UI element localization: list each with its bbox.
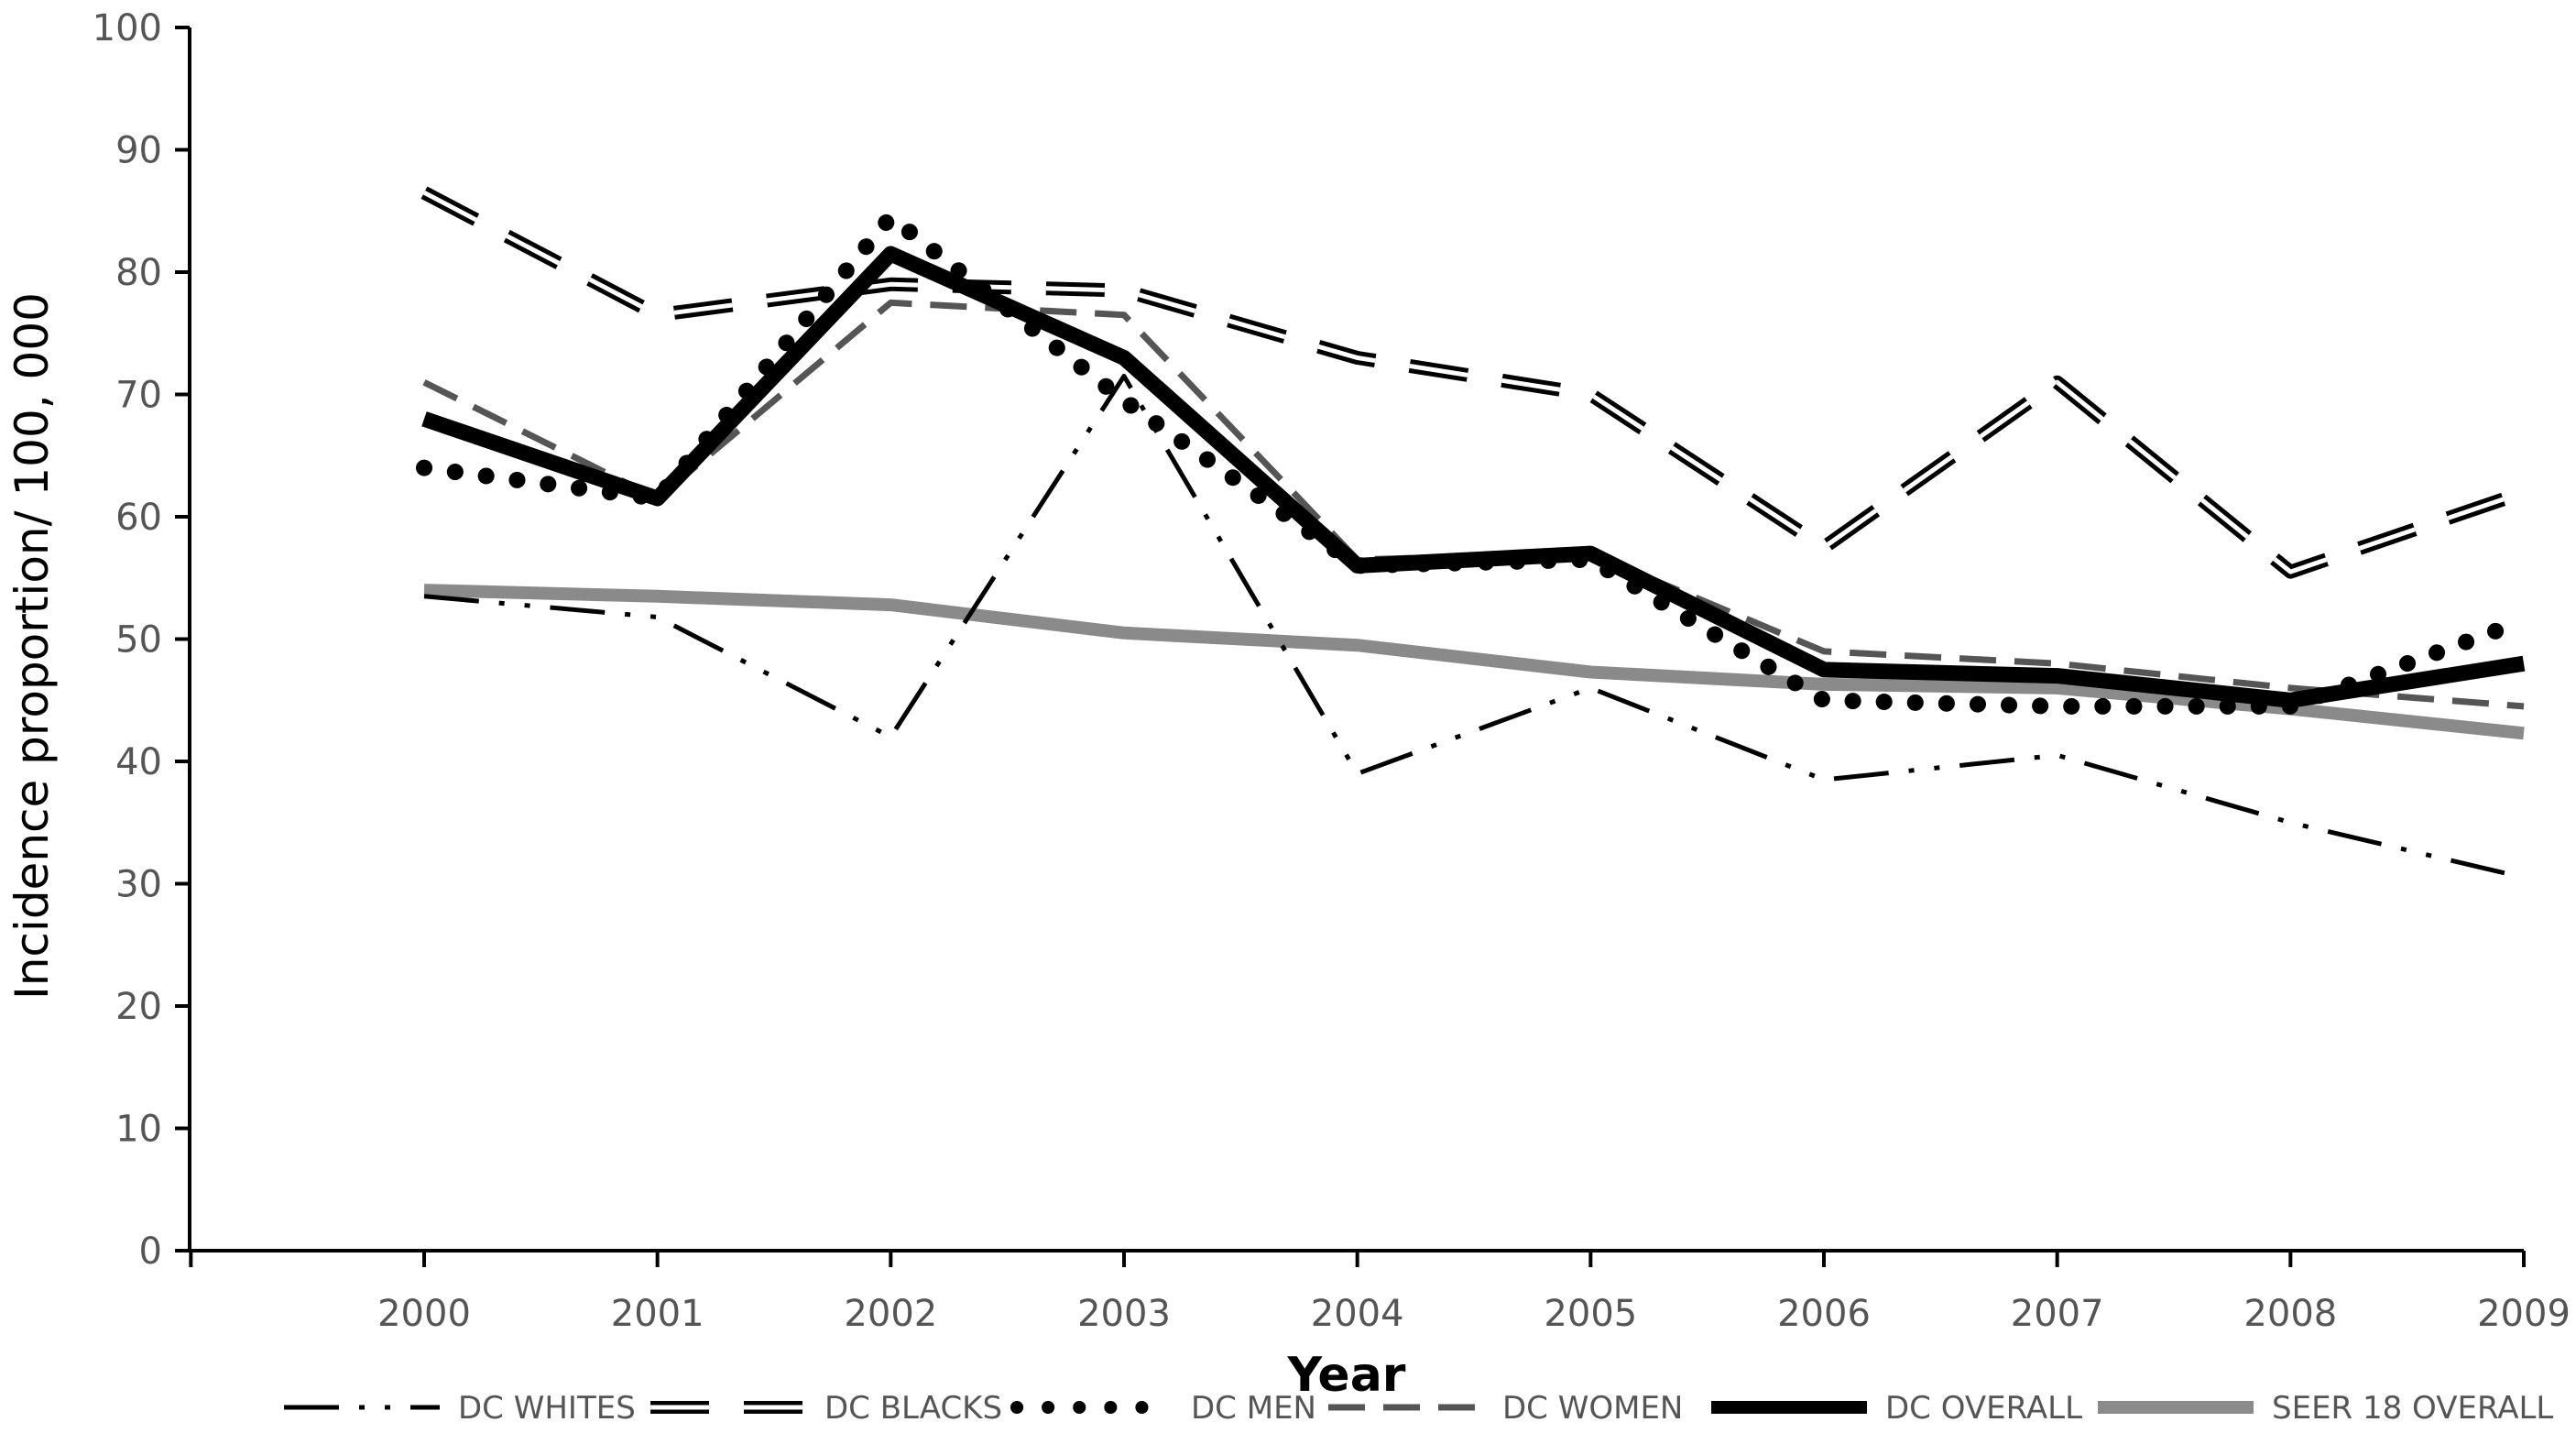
series-line-inner bbox=[422, 190, 2525, 574]
y-tick-label: 50 bbox=[115, 619, 162, 662]
x-tick-label: 2005 bbox=[1544, 1293, 1637, 1335]
plot-area bbox=[416, 186, 2532, 881]
data-point bbox=[2522, 618, 2526, 622]
series-seer-18-overall bbox=[423, 584, 2525, 740]
legend-label: DC BLACKS bbox=[824, 1390, 1002, 1427]
legend-label: DC WHITES bbox=[458, 1390, 636, 1427]
data-point bbox=[1122, 289, 1126, 292]
legend: DC WHITES DC BLACKS DC MEN DC WOMEN DC OVERA… bbox=[284, 1390, 2553, 1427]
data-point bbox=[656, 313, 660, 317]
series-line bbox=[421, 246, 2526, 708]
x-tick-label: 2004 bbox=[1311, 1293, 1404, 1335]
y-tick-label: 40 bbox=[115, 741, 162, 783]
series-line bbox=[420, 186, 2527, 579]
legend-item-seer-18-overall: SEER 18 OVERALL bbox=[2098, 1390, 2553, 1427]
x-tick-label: 2003 bbox=[1077, 1293, 1171, 1335]
series-dc-men bbox=[416, 208, 2532, 715]
x-tick-label: 2001 bbox=[611, 1293, 704, 1335]
series-dc-whites bbox=[423, 374, 2526, 881]
data-point bbox=[2522, 490, 2526, 494]
legend-item-dc-women: DC WOMEN bbox=[1328, 1390, 1683, 1427]
data-point bbox=[2056, 753, 2059, 757]
y-tick-label: 100 bbox=[93, 7, 162, 49]
x-tick-label: 2002 bbox=[844, 1293, 937, 1335]
series-dc-blacks bbox=[420, 186, 2527, 579]
legend-item-dc-men: DC MEN bbox=[1010, 1390, 1316, 1427]
data-point bbox=[2288, 821, 2292, 825]
x-axis-title: Year bbox=[1287, 1348, 1406, 1403]
data-point bbox=[1588, 393, 1592, 397]
data-point bbox=[1356, 771, 1359, 775]
series-line bbox=[422, 299, 2525, 710]
data-point bbox=[889, 735, 892, 738]
x-tick-label: 2007 bbox=[2011, 1293, 2104, 1335]
legend-label: SEER 18 OVERALL bbox=[2272, 1390, 2553, 1427]
data-point bbox=[2056, 662, 2059, 665]
y-tick-label: 60 bbox=[115, 497, 162, 539]
x-tick-label: 2000 bbox=[377, 1293, 471, 1335]
series-dc-women bbox=[422, 299, 2525, 710]
legend-item-dc-overall: DC OVERALL bbox=[1711, 1390, 2082, 1427]
y-tick-label: 10 bbox=[115, 1109, 162, 1151]
x-tick-label: 2009 bbox=[2477, 1293, 2571, 1335]
y-tick-label: 30 bbox=[115, 864, 162, 906]
data-point bbox=[1822, 545, 1826, 549]
legend-label: DC WOMEN bbox=[1502, 1390, 1683, 1427]
y-tick-label: 80 bbox=[115, 252, 162, 294]
series-line bbox=[423, 374, 2525, 881]
axes: 0 10 20 30 40 50 60 70 80 90 100 2000 2001 2002 2003 20… bbox=[93, 7, 2571, 1335]
legend-item-dc-blacks: DC BLACKS bbox=[650, 1390, 1002, 1427]
y-tick-label: 20 bbox=[115, 986, 162, 1028]
legend-label: DC MEN bbox=[1191, 1390, 1316, 1427]
data-point bbox=[1588, 686, 1592, 690]
legend-item-dc-whites: DC WHITES bbox=[284, 1390, 636, 1427]
series-line bbox=[416, 208, 2532, 715]
y-tick-label: 0 bbox=[139, 1231, 162, 1273]
data-point bbox=[2056, 705, 2059, 708]
legend-label: DC OVERALL bbox=[1885, 1390, 2082, 1427]
data-point bbox=[2522, 876, 2526, 880]
series-dc-overall bbox=[421, 246, 2526, 708]
y-tick-label: 90 bbox=[115, 130, 162, 172]
y-tick-label: 70 bbox=[115, 375, 162, 417]
x-tick-label: 2006 bbox=[1777, 1293, 1871, 1335]
y-axis-title: Incidence proportion/ 100, 000 bbox=[5, 292, 59, 1000]
x-tick-label: 2008 bbox=[2243, 1293, 2337, 1335]
data-point bbox=[656, 615, 660, 618]
data-point bbox=[1822, 778, 1826, 782]
series-line bbox=[423, 584, 2525, 740]
